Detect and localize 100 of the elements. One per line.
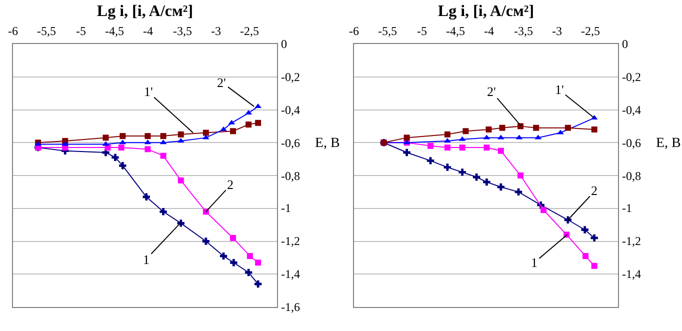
y-axis-title: E, B [656, 136, 681, 151]
x-tick-label: -3,5 [514, 24, 533, 38]
point [202, 238, 210, 245]
point [518, 172, 524, 178]
x-tick-label: -4,5 [105, 24, 124, 38]
point [591, 126, 598, 132]
point [540, 207, 547, 214]
point [246, 253, 253, 260]
x-tick-label: -2,5 [581, 24, 600, 38]
point [118, 144, 124, 151]
y-tick-label: -1,6 [281, 300, 300, 314]
point [254, 280, 262, 288]
point [255, 260, 262, 266]
annotation: 1 [143, 252, 150, 267]
point [472, 174, 480, 181]
point [498, 148, 504, 154]
point [244, 268, 252, 276]
point [581, 226, 588, 234]
point [484, 144, 490, 151]
point [220, 126, 227, 131]
annotation: 2' [217, 75, 226, 90]
point [112, 154, 119, 162]
point [102, 134, 109, 141]
x-tick-label: -3,5 [173, 24, 192, 38]
point [564, 124, 571, 131]
y-tick-label: 0 [622, 37, 628, 51]
point [426, 157, 434, 164]
point [582, 253, 589, 260]
y-tick-label: -0,8 [281, 169, 300, 183]
point [119, 162, 126, 170]
x-tick-label: -2,5 [240, 24, 259, 38]
point [178, 177, 184, 184]
point [230, 234, 236, 241]
x-tick-label: -5,5 [378, 24, 397, 38]
annotation: 1' [144, 84, 153, 99]
x-tick-label: -6 [349, 24, 359, 38]
point [514, 188, 522, 196]
x-tick-label: -4 [484, 24, 494, 38]
point [483, 178, 490, 186]
point [177, 220, 184, 227]
y-tick-label: -0,2 [281, 70, 300, 84]
point [564, 216, 572, 224]
x-tick-label: -5 [417, 24, 427, 38]
point [499, 124, 506, 131]
annotation: 1 [531, 255, 538, 270]
x-tick-label: -4,5 [446, 24, 465, 38]
point [444, 131, 450, 138]
annotation: 1' [555, 82, 564, 97]
point [246, 122, 252, 128]
point [142, 193, 150, 200]
x-tick-label: -4 [143, 24, 153, 38]
point [404, 134, 410, 141]
x-axis-title: Lg i, [i, A/см²] [96, 2, 194, 20]
point [178, 131, 184, 138]
point [444, 164, 452, 171]
point [486, 126, 492, 132]
y-tick-label: -1,2 [281, 234, 300, 248]
y-tick-label: -0,2 [622, 70, 641, 84]
y-tick-label: -0,6 [622, 136, 641, 150]
y-tick-label: 0 [281, 37, 287, 51]
y-tick-label: -0,4 [622, 103, 641, 117]
point [427, 142, 434, 149]
point [533, 124, 540, 131]
point [590, 234, 598, 242]
point [459, 144, 466, 151]
y-axis-title: E, B [315, 136, 340, 151]
y-tick-label: -0,6 [281, 136, 300, 150]
point [255, 120, 262, 126]
y-tick-label: -1 [622, 201, 632, 215]
point [160, 133, 166, 140]
point [120, 133, 126, 140]
y-tick-label: -1,4 [281, 267, 300, 281]
annotation: 2 [591, 183, 598, 198]
point [444, 144, 450, 151]
x-tick-label: -6 [8, 24, 18, 38]
x-tick-label: -3 [211, 24, 221, 38]
point [403, 148, 410, 156]
point [497, 183, 504, 191]
point [160, 152, 166, 159]
y-tick-label: -1 [281, 201, 291, 215]
point [144, 146, 151, 152]
point [462, 128, 469, 134]
point [458, 168, 466, 176]
point [160, 208, 167, 216]
point [591, 262, 598, 269]
point [202, 130, 209, 136]
point [230, 259, 238, 266]
x-axis-title: Lg i, [i, A/см²] [438, 2, 534, 20]
y-tick-label: -1,2 [622, 234, 641, 248]
y-tick-label: -1,4 [622, 267, 641, 281]
point [144, 133, 151, 140]
annotation: 2' [487, 84, 496, 99]
y-tick-label: -0,4 [281, 103, 300, 117]
y-tick-label: -0,8 [622, 169, 641, 183]
point [557, 130, 564, 134]
x-tick-label: -5,5 [37, 24, 56, 38]
point [230, 128, 236, 134]
x-tick-label: -3 [552, 24, 562, 38]
x-tick-label: -5 [76, 24, 86, 38]
annotation: 2 [227, 177, 234, 192]
